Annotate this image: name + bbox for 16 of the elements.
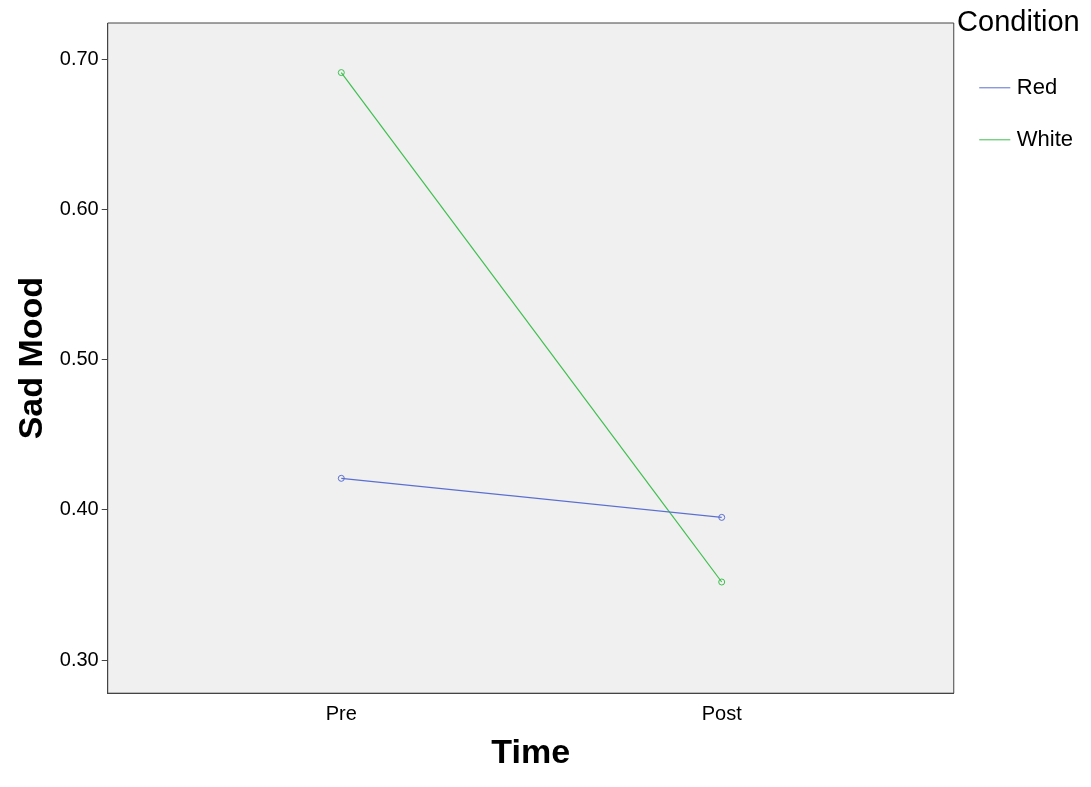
x-tick-label: Post	[701, 701, 743, 724]
legend-label: White	[1016, 125, 1074, 151]
y-tick-label: 0.50	[59, 347, 99, 370]
y-tick-label: 0.70	[59, 46, 99, 69]
y-tick-label: 0.60	[59, 196, 99, 219]
point	[337, 474, 345, 482]
y-axis-title: Sad Mood	[10, 276, 49, 440]
point	[718, 578, 726, 586]
point	[718, 513, 726, 521]
legend-label: Red	[1016, 73, 1058, 99]
x-axis-title: Time	[491, 731, 571, 770]
x-tick-label: Pre	[325, 701, 357, 724]
legend-title: Condition	[957, 4, 1080, 37]
point	[337, 69, 345, 77]
y-tick-label: 0.40	[59, 497, 99, 520]
y-tick-label: 0.30	[59, 647, 99, 670]
